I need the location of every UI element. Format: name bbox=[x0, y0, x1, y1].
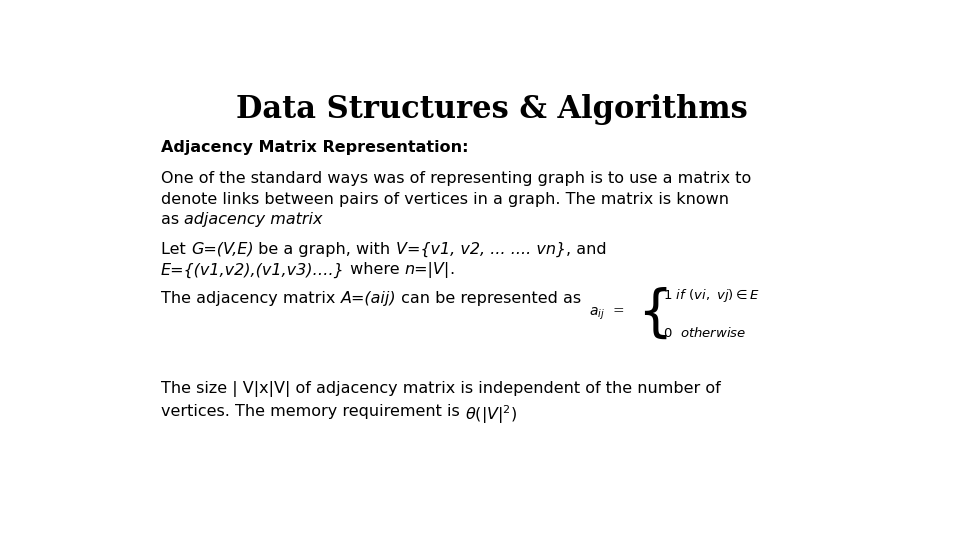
Text: n=|V|: n=|V| bbox=[404, 262, 449, 278]
Text: The size | V|x|V| of adjacency matrix is independent of the number of: The size | V|x|V| of adjacency matrix is… bbox=[161, 381, 721, 397]
Text: .: . bbox=[449, 262, 455, 278]
Text: The adjacency matrix: The adjacency matrix bbox=[161, 292, 341, 306]
Text: as: as bbox=[161, 212, 184, 227]
Text: $\theta(|V|^{2})$: $\theta(|V|^{2})$ bbox=[465, 404, 517, 427]
Text: vertices. The memory requirement is: vertices. The memory requirement is bbox=[161, 404, 465, 418]
Text: {: { bbox=[637, 287, 672, 341]
Text: $1\ if\ (vi,\ vj) \in E$: $1\ if\ (vi,\ vj) \in E$ bbox=[663, 287, 760, 304]
Text: can be represented as: can be represented as bbox=[396, 292, 581, 306]
Text: Adjacency Matrix Representation:: Adjacency Matrix Representation: bbox=[161, 140, 468, 154]
Text: One of the standard ways was of representing graph is to use a matrix to: One of the standard ways was of represen… bbox=[161, 171, 751, 186]
Text: A=(aij): A=(aij) bbox=[341, 292, 396, 306]
Text: V={v1, v2, ... .... vn}: V={v1, v2, ... .... vn} bbox=[396, 241, 565, 256]
Text: adjacency matrix: adjacency matrix bbox=[184, 212, 323, 227]
Text: $0\ \ otherwise$: $0\ \ otherwise$ bbox=[663, 326, 747, 340]
Text: , and: , and bbox=[565, 241, 607, 256]
Text: denote links between pairs of vertices in a graph. The matrix is known: denote links between pairs of vertices i… bbox=[161, 192, 729, 207]
Text: where: where bbox=[345, 262, 404, 278]
Text: $a_{ij}$  =: $a_{ij}$ = bbox=[588, 306, 624, 322]
Text: G=(V,E): G=(V,E) bbox=[191, 241, 253, 256]
Text: be a graph, with: be a graph, with bbox=[253, 241, 396, 256]
Text: Let: Let bbox=[161, 241, 191, 256]
Text: E={(v1,v2),(v1,v3)….}: E={(v1,v2),(v1,v3)….} bbox=[161, 262, 345, 278]
Text: Data Structures & Algorithms: Data Structures & Algorithms bbox=[236, 94, 748, 125]
